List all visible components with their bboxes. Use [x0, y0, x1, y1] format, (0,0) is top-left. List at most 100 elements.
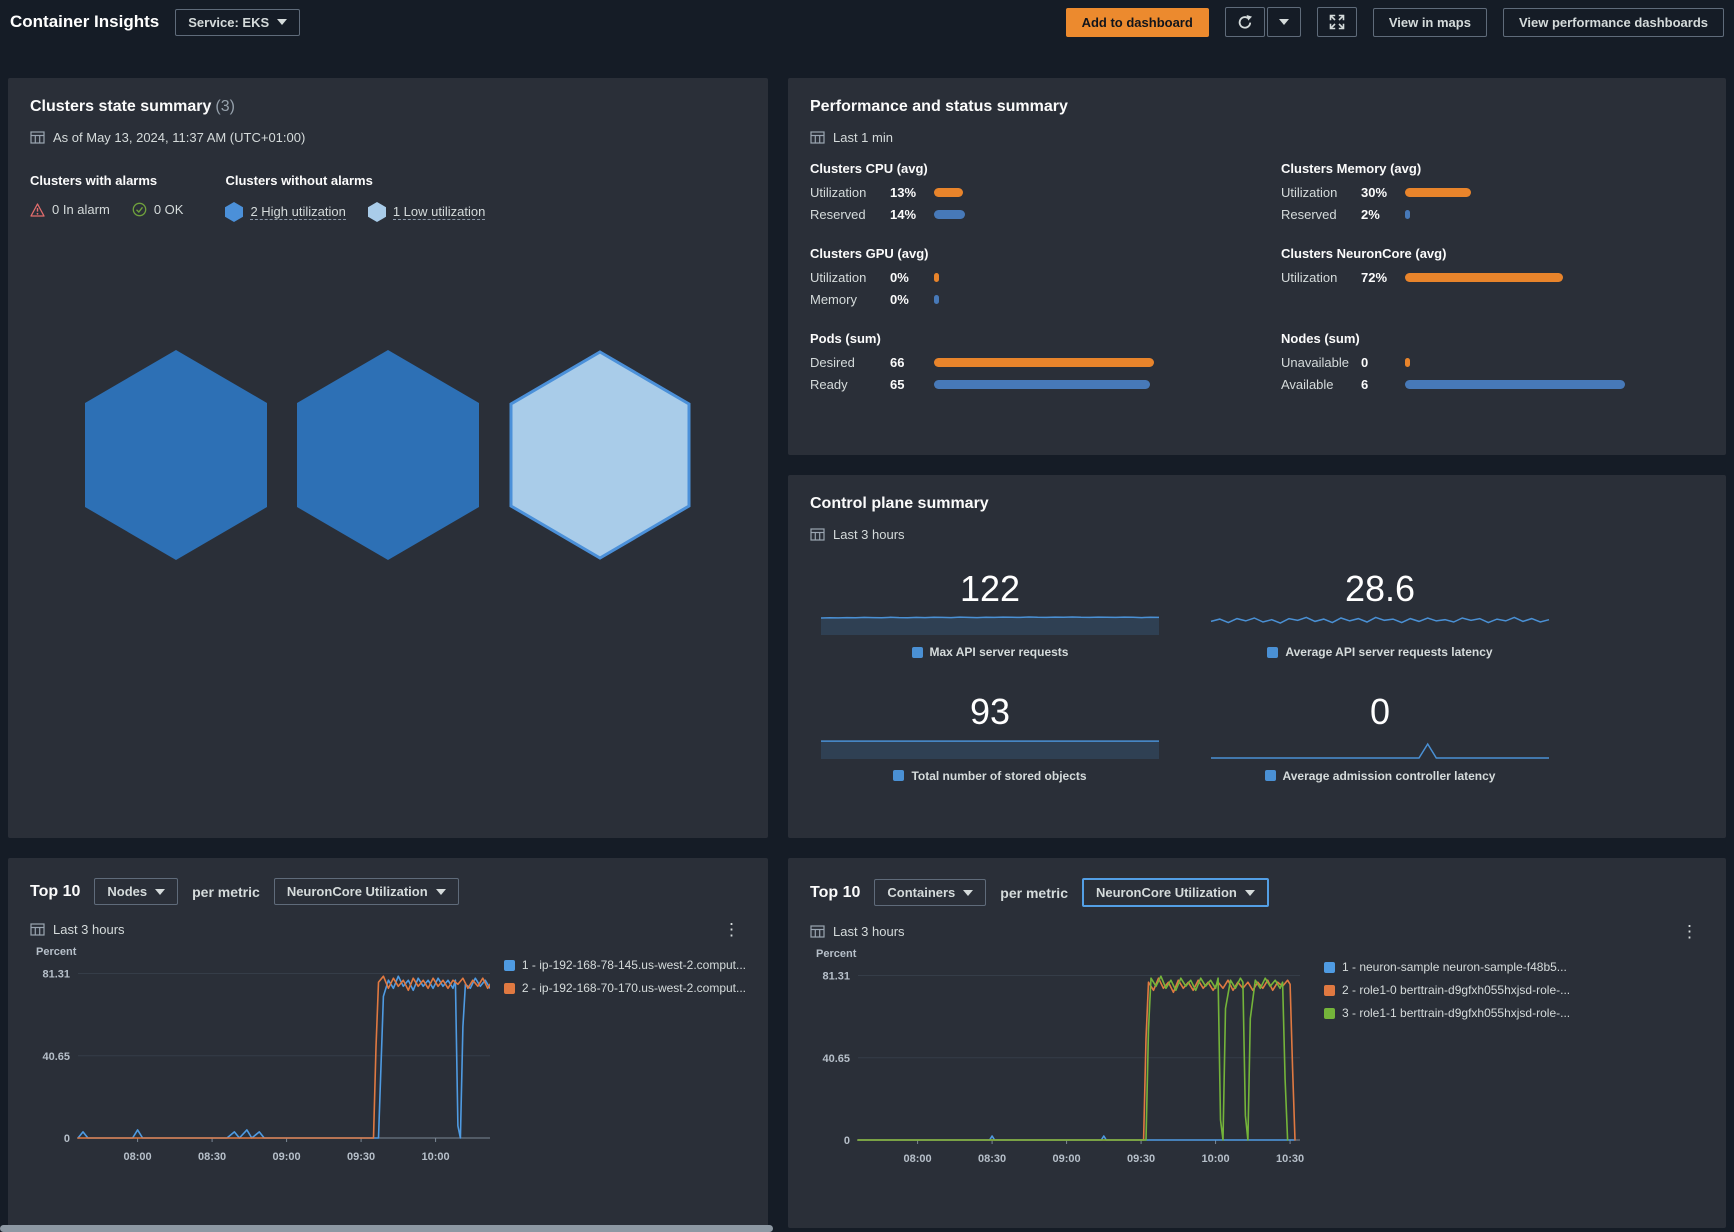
high-utilization-link[interactable]: 2 High utilization	[225, 202, 346, 222]
dimension-dropdown-nodes[interactable]: Nodes	[94, 878, 179, 905]
svg-text:Percent: Percent	[816, 948, 857, 960]
with-alarms-items: 0 In alarm 0 OK	[30, 202, 183, 217]
view-in-maps-button[interactable]: View in maps	[1372, 7, 1487, 37]
perf-row-label: Reserved	[1281, 207, 1337, 222]
top10-containers-legend: 1 - neuron-sample neuron-sample-f48b5...…	[1324, 960, 1572, 1168]
perf-row: Reserved 14%	[810, 207, 1233, 222]
perf-row: Utilization 30%	[1281, 185, 1704, 200]
perf-meter	[1405, 188, 1625, 197]
low-utilization-text[interactable]: 1 Low utilization	[392, 204, 486, 220]
perf-group-memory: Clusters Memory (avg) Utilization 30% Re…	[1281, 161, 1704, 222]
refresh-options-button[interactable]	[1266, 7, 1301, 37]
perf-meter-fill	[934, 358, 1154, 367]
sparkline-api-latency	[1210, 616, 1550, 625]
svg-text:40.65: 40.65	[822, 1053, 850, 1065]
legend-label: 1 - neuron-sample neuron-sample-f48b5...	[1342, 960, 1567, 974]
perf-row: Ready 65	[810, 377, 1233, 392]
stat-value: 0	[1369, 691, 1391, 733]
svg-text:09:00: 09:00	[1053, 1153, 1081, 1165]
cluster-hexagon-1[interactable]	[85, 350, 267, 560]
perf-row-label: Utilization	[1281, 185, 1338, 200]
performance-status-panel: Performance and status summary Last 1 mi…	[788, 78, 1726, 455]
stat-legend-item[interactable]: Total number of stored objects	[893, 769, 1087, 783]
perf-meter-fill	[934, 380, 1150, 389]
stat-legend-item[interactable]: Average API server requests latency	[1267, 645, 1493, 660]
add-to-dashboard-button[interactable]: Add to dashboard	[1065, 7, 1209, 37]
in-alarm-status: 0 In alarm	[30, 202, 110, 217]
top10-nodes-header: Top 10 Nodes per metric NeuronCore Utili…	[30, 878, 746, 905]
perf-meter-fill	[934, 188, 963, 197]
legend-swatch	[1324, 984, 1335, 996]
perf-row: Memory 0%	[810, 292, 1233, 307]
perf-meter	[1405, 380, 1625, 389]
svg-text:08:00: 08:00	[904, 1153, 932, 1165]
legend-swatch	[1264, 770, 1276, 782]
legend-item[interactable]: 1 - neuron-sample neuron-sample-f48b5...	[1324, 960, 1572, 974]
perf-row-value: 0	[1361, 355, 1369, 370]
svg-text:81.31: 81.31	[42, 969, 70, 981]
svg-text:81.31: 81.31	[822, 971, 850, 983]
without-alarms-items: 2 High utilization 1 Low utilization	[225, 202, 486, 222]
stat-legend-item[interactable]: Max API server requests	[911, 645, 1068, 659]
dashboard-grid: Clusters state summary (3) As of May 13, …	[0, 78, 1734, 1228]
svg-text:08:30: 08:30	[978, 1153, 1006, 1165]
perf-row-label: Utilization	[810, 185, 867, 200]
stat-value: 28.6	[1344, 568, 1416, 609]
stat-value: 122	[959, 568, 1021, 609]
perf-row: Unavailable 0	[1281, 355, 1704, 370]
svg-text:08:00: 08:00	[124, 1151, 152, 1163]
legend-swatch	[503, 959, 515, 971]
perf-row-value: 72%	[1361, 270, 1388, 285]
dimension-dropdown-containers[interactable]: Containers	[874, 879, 987, 906]
top10-nodes-chart-area: Percent 81.31 40.65 0 08:00 08:30 09:00 09:30 10…	[30, 944, 746, 1166]
legend-item[interactable]: 1 - ip-192-168-78-145.us-west-2.comput..…	[503, 958, 746, 972]
low-utilization-link[interactable]: 1 Low utilization	[367, 202, 486, 222]
perf-group-cpu: Clusters CPU (avg) Utilization 13% Reser…	[810, 161, 1233, 222]
kebab-menu-icon[interactable]: ⋮	[1681, 922, 1698, 941]
legend-swatch	[893, 770, 905, 782]
cluster-hexagon-3[interactable]	[509, 350, 691, 560]
perf-meter-fill	[934, 295, 939, 304]
perf-group-neuroncore: Clusters NeuronCore (avg) Utilization 72…	[1281, 246, 1704, 307]
stat-label: Average API server requests latency	[1285, 645, 1493, 660]
legend-swatch	[1324, 1007, 1335, 1019]
chevron-down-icon	[155, 888, 166, 895]
legend-item[interactable]: 3 - role1-1 berttrain-d9gfxh055hxjsd-rol…	[1324, 1006, 1572, 1020]
top10-containers-panel: Top 10 Containers per metric NeuronCore …	[788, 858, 1726, 1228]
high-utilization-text[interactable]: 2 High utilization	[250, 204, 346, 220]
kebab-menu-icon[interactable]: ⋮	[723, 920, 740, 939]
fullscreen-button[interactable]	[1316, 7, 1357, 37]
metric-dropdown-label: NeuronCore Utilization	[286, 884, 428, 899]
perf-group-title: Clusters CPU (avg)	[810, 161, 928, 176]
legend-item[interactable]: 2 - role1-0 berttrain-d9gfxh055hxjsd-rol…	[1324, 983, 1572, 997]
top-toolbar: Container Insights Service: EKS Add to d…	[0, 0, 1734, 44]
perf-row-value: 6	[1361, 377, 1369, 392]
refresh-button[interactable]	[1224, 7, 1265, 37]
svg-text:0: 0	[64, 1133, 70, 1145]
svg-text:10:00: 10:00	[1202, 1153, 1230, 1165]
metric-dropdown-nodes[interactable]: NeuronCore Utilization	[273, 878, 459, 905]
ok-status: 0 OK	[132, 202, 183, 217]
metric-dropdown-containers[interactable]: NeuronCore Utilization	[1081, 878, 1269, 907]
svg-text:10:00: 10:00	[422, 1151, 450, 1163]
control-plane-stats-grid: 122 Max API server requests 28.6 Average…	[810, 568, 1704, 783]
view-performance-dashboards-button[interactable]: View performance dashboards	[1502, 7, 1724, 37]
legend-item[interactable]: 2 - ip-192-168-70-170.us-west-2.comput..…	[503, 981, 746, 995]
clusters-state-summary-panel: Clusters state summary (3) As of May 13, …	[8, 78, 768, 838]
perf-row-label: Unavailable	[1281, 355, 1349, 370]
fullscreen-icon	[1329, 14, 1345, 30]
hexagon-high-icon	[225, 202, 244, 222]
horizontal-scrollbar[interactable]	[0, 1225, 773, 1232]
top10-containers-line-chart: Percent 81.31 40.65 0 08:00 08:30 09:00 09:30 10…	[816, 948, 1304, 1165]
svg-text:08:30: 08:30	[198, 1151, 226, 1163]
calendar-icon	[810, 924, 825, 939]
cluster-hexagon-2[interactable]	[297, 350, 479, 560]
perf-meter	[934, 210, 1154, 219]
perf-group-title: Nodes (sum)	[1281, 331, 1360, 346]
stat-max-api-requests: 122 Max API server requests	[816, 568, 1164, 659]
service-selector-dropdown[interactable]: Service: EKS	[175, 8, 301, 36]
stat-legend-item[interactable]: Average admission controller latency	[1264, 769, 1495, 783]
top10-containers-header: Top 10 Containers per metric NeuronCore …	[810, 878, 1704, 907]
perf-meter	[934, 380, 1154, 389]
check-circle-icon	[132, 202, 147, 217]
